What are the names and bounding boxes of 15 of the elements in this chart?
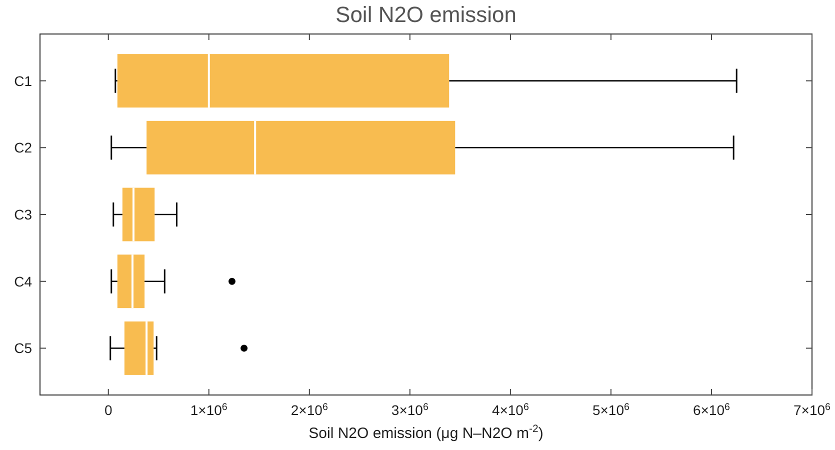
x-tick-label: 0 [104,402,112,418]
y-tick-label: C1 [14,72,32,89]
y-tick-label: C4 [14,273,32,290]
x-tick-label: 6×10$^{6}$ [692,402,731,418]
y-tick-label: C5 [14,340,32,356]
x-axis-title: Soil N2O emission (μg N–N2O m$^{-2}$) [308,423,544,442]
x-tick-label: 2×10$^{6}$ [290,402,328,418]
x-tick-label: 1×10$^{6}$ [190,402,228,418]
x-tick-label: 7×10$^{6}$ [794,402,832,418]
x-tick-label: 4×10$^{6}$ [492,402,530,418]
y-tick-label: C3 [14,206,32,222]
x-tick-label: 5×10$^{6}$ [592,402,630,418]
chart-title: Soil N2O emission [336,2,516,27]
x-tick-label: 3×10$^{6}$ [391,402,429,418]
y-tick-label: C2 [14,140,32,156]
